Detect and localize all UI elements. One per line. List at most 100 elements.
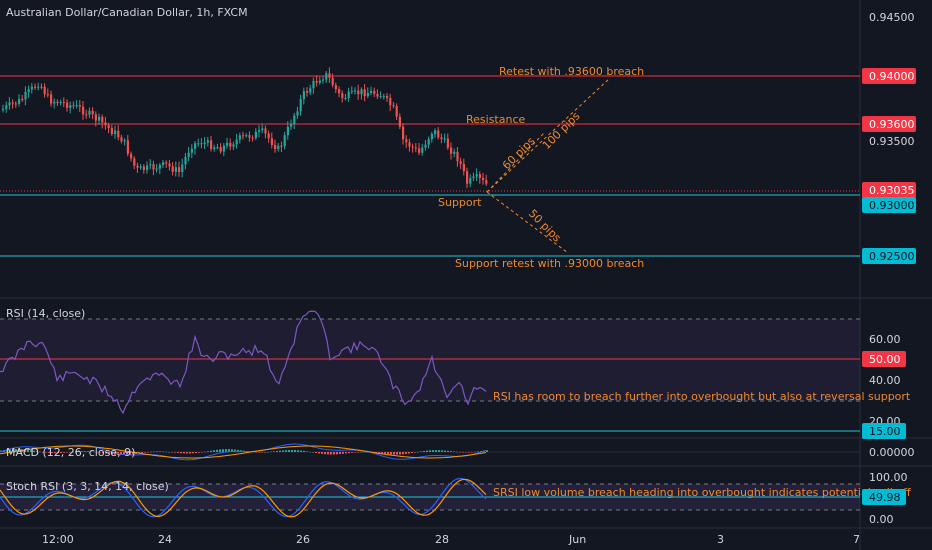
candle	[149, 164, 152, 166]
candle	[414, 147, 417, 149]
candle	[174, 167, 177, 172]
candle	[382, 96, 385, 98]
candle	[395, 105, 398, 117]
candle	[139, 166, 142, 168]
macd-bar	[351, 452, 353, 453]
macd-bar	[225, 449, 227, 452]
candle	[120, 137, 123, 142]
candle	[162, 162, 165, 166]
candle	[341, 93, 344, 99]
candle	[437, 130, 440, 138]
candle	[194, 143, 197, 149]
chart-title: Australian Dollar/Canadian Dollar, 1h, F…	[6, 6, 248, 19]
price-pane[interactable]	[0, 0, 860, 298]
macd-bar	[228, 449, 230, 452]
rsi-title: RSI (14, close)	[6, 307, 85, 320]
candle	[405, 139, 408, 143]
macd-bar	[219, 449, 221, 452]
macd-bar	[165, 451, 167, 453]
macd-bar	[123, 452, 125, 456]
macd-bar	[30, 450, 32, 452]
macd-bar	[333, 452, 335, 455]
candle	[158, 165, 161, 169]
macd-bar	[474, 451, 476, 453]
macd-bar	[423, 450, 425, 452]
projection-50pips	[486, 191, 569, 254]
price-tag-label: 0.93000	[869, 199, 915, 212]
candle	[98, 116, 101, 121]
stoch-note: SRSI low volume breach heading into over…	[493, 486, 911, 499]
candle	[267, 133, 270, 139]
candle	[142, 166, 145, 170]
macd-bar	[402, 452, 404, 455]
candle	[168, 163, 171, 167]
candle	[30, 86, 33, 90]
macd-bar	[330, 452, 332, 455]
macd-bar	[288, 449, 290, 452]
macd-bar	[405, 452, 407, 454]
macd-bar	[99, 452, 101, 453]
candle	[40, 86, 43, 88]
price-tag-label: 0.94000	[869, 70, 915, 83]
macd-bar	[186, 452, 188, 454]
candle	[354, 90, 357, 92]
candle	[200, 143, 203, 145]
candle	[184, 156, 187, 165]
candle	[277, 145, 280, 150]
annotation-support: Support	[438, 196, 482, 209]
macd-bar	[408, 452, 410, 454]
macd-bar	[42, 452, 44, 453]
candle	[46, 94, 49, 96]
price-tick: 0.94500	[869, 11, 915, 24]
macd-bar	[390, 452, 392, 455]
candle	[210, 140, 213, 149]
macd-bar	[45, 452, 47, 453]
price-tick: 0.93500	[869, 135, 915, 148]
macd-bar	[210, 450, 212, 452]
candle	[235, 139, 238, 145]
macd-bar	[201, 452, 203, 453]
candle	[181, 164, 184, 172]
candle	[485, 180, 488, 184]
macd-bar	[348, 452, 350, 454]
candle	[219, 147, 222, 152]
macd-bar	[168, 451, 170, 453]
macd-bar	[27, 449, 29, 452]
rsi-tick: 60.00	[869, 333, 901, 346]
stoch-tick: 0.00	[869, 513, 894, 526]
macd-bar	[468, 452, 470, 453]
rsi-tick: 40.00	[869, 374, 901, 387]
candle	[293, 115, 296, 125]
candle	[469, 178, 472, 184]
candle	[392, 105, 395, 107]
candle	[75, 105, 78, 107]
candle	[456, 151, 459, 162]
candle	[370, 91, 373, 93]
candle	[360, 89, 363, 95]
candle	[88, 110, 91, 115]
candle	[350, 90, 353, 92]
candle	[418, 148, 421, 153]
macd-bar	[63, 452, 65, 453]
candle	[430, 134, 433, 140]
macd-bar	[444, 450, 446, 452]
candle	[376, 93, 379, 97]
candle	[283, 135, 286, 147]
rsi-line	[0, 310, 487, 415]
macd-bar	[363, 451, 365, 453]
macd-bar	[51, 452, 53, 454]
candle	[475, 174, 478, 177]
macd-bar	[33, 450, 35, 452]
price-tag-092500	[862, 248, 916, 264]
macd-bar	[192, 452, 194, 454]
macd-bar	[429, 450, 431, 452]
macd-bar	[12, 449, 14, 452]
macd-bar	[111, 452, 113, 455]
candle	[318, 80, 321, 83]
macd-bar	[162, 451, 164, 453]
rsi-band	[0, 319, 860, 401]
macd-bar	[354, 452, 356, 453]
candle	[206, 140, 209, 143]
macd-bar	[6, 449, 8, 452]
